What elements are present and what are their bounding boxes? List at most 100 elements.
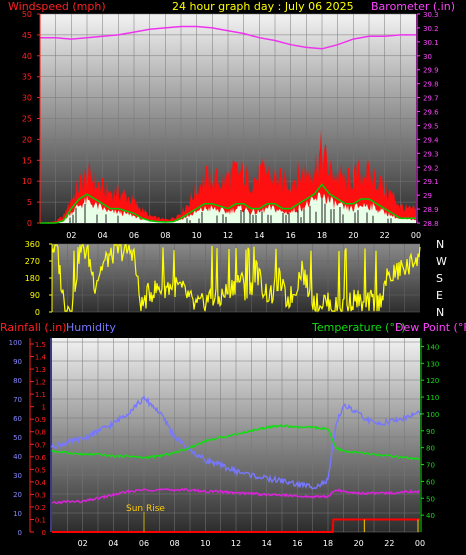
right-tick-label: 29.5 xyxy=(423,122,439,130)
x-tick-label: 04 xyxy=(98,231,108,240)
rain-tick-label: 1.2 xyxy=(35,379,46,387)
right-tick-label: 30.1 xyxy=(423,39,439,47)
right-tick-label: 29.3 xyxy=(423,150,439,158)
rain-tick-label: 0.8 xyxy=(35,429,46,437)
barometer-header: Barometer (.in) xyxy=(371,0,455,13)
direction-letter: W xyxy=(436,255,447,268)
humidity-tick-label: 20 xyxy=(13,491,22,499)
humidity-tick-label: 50 xyxy=(13,434,22,442)
rain-tick-label: 0.1 xyxy=(35,516,46,524)
right-tick-label: 28.9 xyxy=(423,206,439,214)
x-tick-label: 16 xyxy=(286,231,296,240)
humidity-tick-label: 80 xyxy=(13,377,22,385)
humidity-tick-label: 70 xyxy=(13,396,22,404)
right-tick-label: 29 xyxy=(423,192,432,200)
left-tick-label: 270 xyxy=(25,257,40,266)
x-tick-label: 20 xyxy=(348,231,358,240)
rainfall-header: Rainfall (.in) xyxy=(0,321,67,334)
humidity-tick-label: 90 xyxy=(13,358,22,366)
x-tick-label: 04 xyxy=(108,539,118,548)
humidity-tick-label: 0 xyxy=(18,529,22,537)
direction-panel-axes: 0 90 180 270 360 xyxy=(25,240,53,317)
direction-panel-grid xyxy=(52,243,420,313)
left-tick-label: 40 xyxy=(22,52,32,61)
left-tick-label: 180 xyxy=(25,274,40,283)
x-tick-label: 16 xyxy=(292,539,302,548)
windspeed-header: Windspeed (mph) xyxy=(8,0,106,13)
temperature-panel-grid xyxy=(52,338,420,533)
right-tick-label: 29.7 xyxy=(423,95,439,103)
x-tick-label: 22 xyxy=(380,231,390,240)
rain-tick-label: 0.4 xyxy=(35,479,47,487)
right-tick-label: 29.1 xyxy=(423,178,439,186)
right-tick-label: 30 xyxy=(423,53,432,61)
temperature-tick-label: 110 xyxy=(426,394,439,402)
x-tick-label: 14 xyxy=(262,539,272,548)
x-tick-label: 10 xyxy=(192,231,202,240)
sunrise-label: Sun Rise xyxy=(126,504,165,514)
x-tick-label: 18 xyxy=(317,231,327,240)
dewpoint-line xyxy=(51,487,420,505)
left-tick-label: 35 xyxy=(22,73,32,82)
humidity-tick-label: 60 xyxy=(13,415,22,423)
x-tick-label: 12 xyxy=(223,231,233,240)
direction-letter: S xyxy=(436,272,443,285)
temperature-line xyxy=(51,423,421,461)
x-tick-label: 18 xyxy=(323,539,333,548)
x-tick-label: 20 xyxy=(354,539,364,548)
wind-panel-series xyxy=(40,25,416,224)
left-tick-label: 0 xyxy=(35,308,40,317)
right-tick-label: 29.6 xyxy=(423,109,439,117)
rain-tick-label: 1.1 xyxy=(35,391,46,399)
temperature-tick-label: 70 xyxy=(426,462,435,470)
rain-tick-label: 0.2 xyxy=(35,504,46,512)
right-tick-label: 29.2 xyxy=(423,164,439,172)
right-tick-label: 30.3 xyxy=(423,11,439,19)
left-tick-label: 10 xyxy=(22,177,32,186)
humidity-tick-label: 10 xyxy=(13,510,22,518)
x-tick-label: 06 xyxy=(129,231,139,240)
rain-tick-label: 0 xyxy=(42,529,46,537)
temperature-tick-label: 50 xyxy=(426,495,435,503)
average-wind-line xyxy=(40,183,416,224)
left-tick-label: 90 xyxy=(30,291,40,300)
x-tick-label: 08 xyxy=(170,539,180,548)
temperature-panel-series xyxy=(51,395,421,533)
temperature-tick-label: 40 xyxy=(426,512,435,520)
left-tick-label: 20 xyxy=(22,135,32,144)
left-tick-label: 0 xyxy=(27,219,32,228)
rain-tick-label: 0.9 xyxy=(35,416,46,424)
rain-tick-label: 0.6 xyxy=(35,454,47,462)
right-tick-label: 30.2 xyxy=(423,25,439,33)
left-tick-label: 45 xyxy=(22,31,32,40)
humidity-tick-label: 30 xyxy=(13,472,22,480)
temperature-tick-label: 140 xyxy=(426,343,439,351)
direction-letter: E xyxy=(436,289,443,302)
wind-direction-line xyxy=(51,244,421,313)
right-tick-label: 28.8 xyxy=(423,220,439,228)
rain-tick-label: 1 xyxy=(42,404,46,412)
right-tick-label: 29.9 xyxy=(423,67,439,75)
humidity-tick-label: 40 xyxy=(13,453,22,461)
direction-letter: N xyxy=(436,238,444,251)
rain-tick-label: 0.5 xyxy=(35,466,46,474)
rainfall-line xyxy=(52,518,420,533)
left-tick-label: 360 xyxy=(25,240,40,249)
x-tick-label: 02 xyxy=(78,539,88,548)
humidity-header: Humidity xyxy=(66,321,116,334)
rain-tick-label: 1.3 xyxy=(35,366,46,374)
humidity-tick-label: 100 xyxy=(9,339,22,347)
x-tick-label: 14 xyxy=(254,231,264,240)
x-tick-label: 00 xyxy=(411,231,421,240)
rain-tick-label: 0.7 xyxy=(35,441,46,449)
x-tick-label: 12 xyxy=(231,539,241,548)
temperature-tick-label: 120 xyxy=(426,377,439,385)
chart-title: 24 hour graph day : July 06 2025 xyxy=(172,0,354,13)
x-tick-label: 06 xyxy=(139,539,149,548)
x-tick-label: 08 xyxy=(160,231,170,240)
right-tick-label: 29.4 xyxy=(423,136,439,144)
temperature-tick-label: 100 xyxy=(426,411,439,419)
right-tick-label: 29.8 xyxy=(423,81,439,89)
